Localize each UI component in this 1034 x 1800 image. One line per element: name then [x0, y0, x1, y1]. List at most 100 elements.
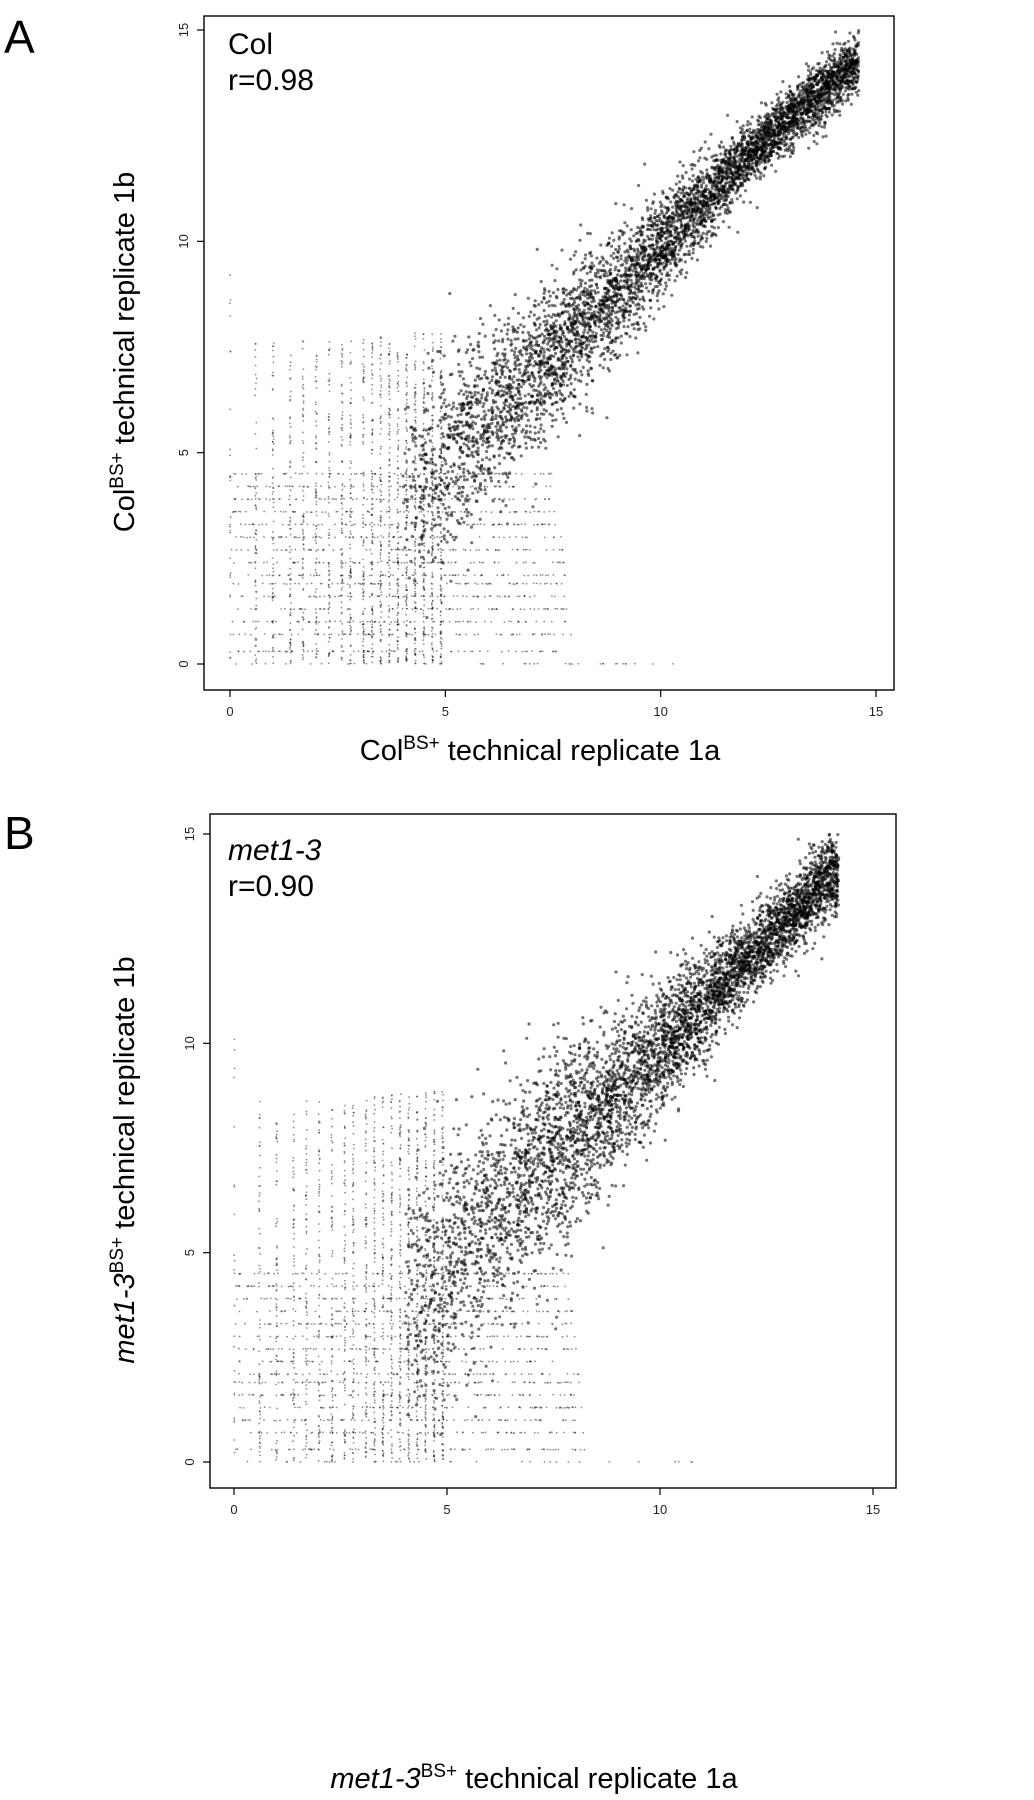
data-point [467, 447, 471, 451]
data-point [716, 172, 720, 176]
data-point [824, 110, 828, 114]
data-point [532, 313, 536, 317]
data-point [471, 357, 475, 361]
data-point [537, 326, 541, 330]
data-point [824, 134, 828, 138]
data-point [802, 108, 807, 112]
data-point [663, 231, 667, 235]
data-point [580, 279, 584, 283]
data-point [473, 385, 477, 389]
data-point [706, 215, 710, 219]
data-point [543, 394, 547, 398]
data-point [619, 275, 624, 279]
data-point [601, 366, 605, 370]
data-point [428, 486, 433, 490]
data-point [476, 490, 480, 494]
data-point [403, 451, 407, 456]
data-point [630, 258, 634, 262]
data-point [830, 100, 835, 104]
data-point [458, 522, 462, 526]
data-point [546, 342, 550, 346]
data-point [457, 370, 461, 374]
data-point [532, 303, 536, 307]
data-point [697, 241, 701, 245]
data-point [656, 231, 660, 236]
data-point [512, 353, 517, 357]
data-point [766, 160, 770, 164]
data-point [503, 323, 507, 327]
data-point [675, 238, 679, 242]
data-point [445, 540, 449, 544]
data-point [757, 170, 761, 174]
data-point [703, 188, 707, 193]
data-point [614, 353, 618, 357]
data-point [589, 367, 594, 371]
data-point [622, 203, 626, 207]
data-point [517, 390, 521, 394]
data-point [642, 321, 646, 326]
data-point [617, 235, 621, 239]
data-point [809, 123, 813, 127]
data-point [741, 124, 745, 128]
data-point [602, 331, 606, 335]
data-point [807, 146, 811, 150]
data-point [555, 379, 560, 383]
data-point [501, 499, 505, 503]
data-point [631, 295, 635, 299]
data-point [418, 505, 422, 509]
data-point [504, 386, 508, 390]
data-point [539, 397, 543, 401]
data-point [610, 244, 614, 248]
data-point [526, 331, 531, 335]
data-point [851, 66, 856, 70]
data-point [732, 142, 736, 146]
data-point [515, 378, 519, 382]
data-point [489, 479, 494, 483]
data-point [563, 320, 567, 324]
data-point [560, 248, 564, 252]
data-point [512, 440, 517, 444]
data-point [820, 51, 824, 55]
data-point [460, 408, 464, 413]
data-point [690, 214, 694, 218]
data-point [583, 281, 588, 285]
data-point [491, 388, 495, 392]
data-point [652, 228, 656, 232]
data-point [640, 245, 644, 250]
data-point [692, 150, 696, 154]
data-point [418, 453, 422, 457]
data-point [673, 258, 677, 262]
data-point [487, 470, 491, 474]
data-point [504, 504, 508, 508]
data-point [772, 136, 777, 140]
data-point [564, 420, 569, 424]
data-point [745, 173, 749, 177]
data-point [828, 97, 832, 101]
data-point [807, 79, 811, 83]
data-point [460, 462, 464, 466]
data-point [815, 142, 819, 146]
data-point [542, 287, 547, 291]
data-point [523, 435, 527, 439]
data-point [602, 269, 606, 273]
data-point [736, 175, 741, 179]
data-point [573, 377, 577, 381]
data-point [461, 470, 466, 475]
data-point [804, 99, 808, 103]
data-point [614, 311, 618, 315]
data-point [606, 349, 610, 353]
data-point [695, 183, 699, 187]
data-point [745, 123, 750, 127]
data-point [495, 435, 499, 439]
data-point [820, 125, 824, 129]
data-point [720, 161, 724, 165]
data-point [439, 447, 443, 451]
data-point [516, 403, 520, 407]
data-point [599, 308, 603, 312]
data-point [844, 99, 848, 103]
data-point [836, 93, 840, 97]
data-point [840, 99, 844, 103]
data-point [657, 253, 661, 257]
data-point [476, 391, 480, 395]
data-point [736, 167, 740, 171]
